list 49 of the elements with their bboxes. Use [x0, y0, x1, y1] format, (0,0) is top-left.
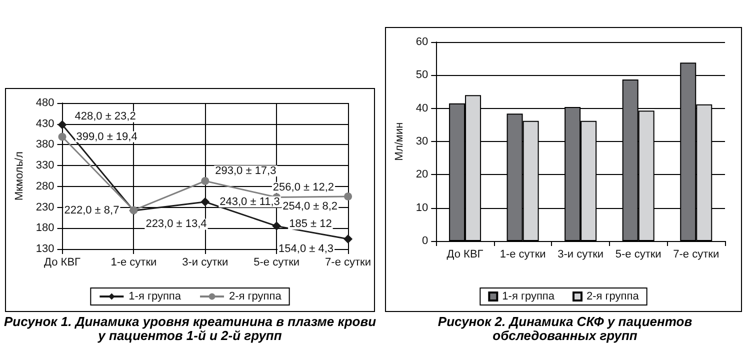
x-tick-label: 5-е сутки	[615, 248, 662, 260]
data-label: 223,0 ± 13,4	[146, 218, 207, 230]
y-tick-label: 50	[416, 69, 428, 82]
legend-label: 1-я группа	[502, 290, 556, 302]
data-label: 428,0 ± 23,2	[74, 110, 136, 123]
legend-label: 2-я группа	[586, 290, 640, 302]
point	[58, 132, 66, 141]
y-tick-label: 230	[36, 201, 54, 214]
y-tick-label: 40	[416, 102, 428, 114]
x-tick-label: 5-е сутки	[254, 256, 300, 268]
x-tick-label: 1-е сутки	[500, 248, 546, 260]
data-label: 243,0 ± 11,3	[220, 196, 280, 208]
y-tick-label: 10	[416, 202, 428, 214]
y-tick-label: 30	[416, 136, 428, 148]
x-tick-label: 7-е сутки	[325, 256, 371, 268]
data-label: 222,0 ± 8,7	[64, 204, 120, 217]
data-label: 293,0 ± 17,3	[215, 165, 276, 178]
y-tick-label: 130	[36, 243, 54, 255]
point	[201, 177, 210, 186]
y-tick-label: 280	[36, 180, 54, 192]
point	[344, 234, 353, 244]
y-tick-label: 430	[36, 118, 54, 130]
x-tick-label: До КВГ	[446, 248, 484, 260]
data-label: 154,0 ± 4,3	[278, 242, 334, 255]
y-tick-label: 20	[416, 168, 428, 181]
x-tick-label: 1-е сутки	[110, 256, 157, 268]
legend-label: 2-я группа	[229, 290, 282, 302]
x-tick-label: 3-и сутки	[558, 248, 604, 260]
point	[272, 222, 282, 231]
x-tick-label: До КВГ	[44, 256, 81, 268]
y-tick-label: 480	[36, 97, 54, 109]
legend-label: 1-я группа	[128, 290, 182, 302]
x-tick-label: 7-е сутки	[673, 248, 720, 260]
y-tick-label: 60	[416, 36, 428, 48]
y-tick-label: 180	[36, 222, 54, 234]
y-axis-title: Мкмоль/л	[14, 151, 26, 201]
data-label: 256,0 ± 12,2	[272, 181, 334, 194]
data-label: 254,0 ± 8,2	[282, 200, 338, 212]
x-tick-label: 3-и сутки	[182, 256, 228, 268]
text: Рисунок 1. Динамика уровня креатинина в плазме крови у пациентов 1-й и 2-й групп	[2, 314, 378, 343]
y-tick-label: 0	[422, 235, 428, 247]
y-tick-label: 330	[36, 160, 54, 172]
data-label: 399,0 ± 19,4	[76, 130, 138, 143]
point	[344, 192, 352, 200]
y-axis-title: Мл/мин	[394, 122, 406, 161]
data-label: 185 ± 12	[289, 218, 332, 230]
text: Рисунок 2. Динамика СКФ у пациентов обследованных групп	[436, 314, 694, 343]
point	[200, 197, 210, 206]
y-tick-label: 380	[36, 138, 54, 151]
